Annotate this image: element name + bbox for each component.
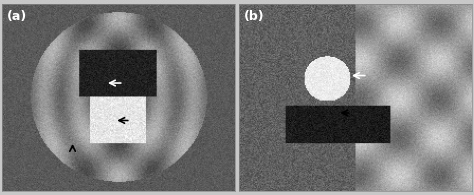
Text: (b): (b) — [244, 10, 264, 22]
Text: (a): (a) — [7, 10, 27, 22]
